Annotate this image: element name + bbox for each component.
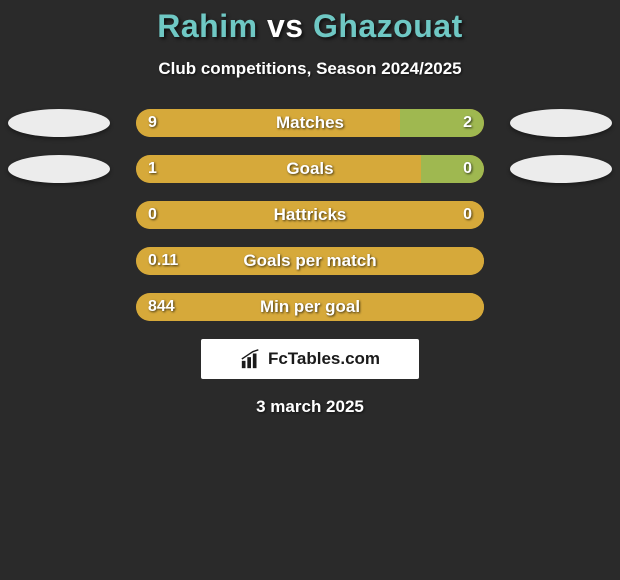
player2-name: Ghazouat xyxy=(313,8,463,44)
player2-oval xyxy=(510,109,612,137)
stat-row: 10Goals xyxy=(0,155,620,183)
player2-value: 2 xyxy=(451,109,484,137)
vs-text: vs xyxy=(267,8,304,44)
player1-fill xyxy=(136,109,400,137)
page-title: Rahim vs Ghazouat xyxy=(0,8,620,45)
logo-text: FcTables.com xyxy=(268,349,380,369)
player2-value xyxy=(460,293,484,321)
player1-fill xyxy=(136,293,484,321)
player1-fill xyxy=(136,201,484,229)
stat-row: 92Matches xyxy=(0,109,620,137)
stat-bar: 0.11Goals per match xyxy=(136,247,484,275)
subtitle: Club competitions, Season 2024/2025 xyxy=(0,59,620,79)
stat-bar: 844Min per goal xyxy=(136,293,484,321)
date-label: 3 march 2025 xyxy=(0,397,620,417)
stat-row: 0.11Goals per match xyxy=(0,247,620,275)
player1-oval xyxy=(8,155,110,183)
stats-list: 92Matches10Goals00Hattricks0.11Goals per… xyxy=(0,109,620,321)
player1-fill xyxy=(136,155,421,183)
player1-name: Rahim xyxy=(157,8,257,44)
player1-value: 0.11 xyxy=(136,247,190,275)
stat-bar: 00Hattricks xyxy=(136,201,484,229)
stat-bar: 10Goals xyxy=(136,155,484,183)
player2-oval xyxy=(510,155,612,183)
stat-row: 844Min per goal xyxy=(0,293,620,321)
player1-value: 1 xyxy=(136,155,169,183)
player2-value xyxy=(460,247,484,275)
player2-value: 0 xyxy=(451,155,484,183)
bar-chart-icon xyxy=(240,348,262,370)
logo-badge: FcTables.com xyxy=(201,339,419,379)
player1-value: 9 xyxy=(136,109,169,137)
stat-row: 00Hattricks xyxy=(0,201,620,229)
player2-value: 0 xyxy=(451,201,484,229)
player1-value: 0 xyxy=(136,201,169,229)
player1-value: 844 xyxy=(136,293,187,321)
player1-oval xyxy=(8,109,110,137)
comparison-infographic: Rahim vs Ghazouat Club competitions, Sea… xyxy=(0,0,620,417)
stat-bar: 92Matches xyxy=(136,109,484,137)
